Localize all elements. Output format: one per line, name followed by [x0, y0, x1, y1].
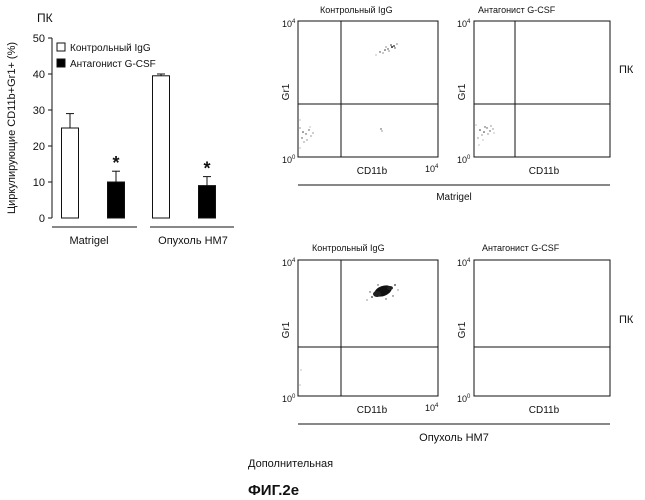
legend-label-control: Контрольный IgG [70, 43, 151, 54]
significance-asterisk: * [203, 159, 210, 179]
bar-antagonist-0 [107, 181, 125, 219]
bar-panel-corner-label: ПК [37, 11, 53, 25]
flow-y-tick-low: 100 [457, 394, 471, 404]
bar-y-axis-label: Циркулирующие CD11b+Gr1+ (%) [6, 42, 18, 214]
group-label-hm7: Опухоль HM7 [158, 235, 228, 247]
flow-title-top-right: Антагонист G-CSF [478, 5, 556, 15]
bar-y-tick-label: 30 [33, 105, 45, 117]
flow-side-label-bottom: ПК [619, 314, 634, 326]
bar-chart: ПК Циркулирующие CD11b+Gr1+ (%) 0 10 20 30 4… [6, 11, 234, 247]
bar-y-tick-label: 0 [39, 213, 45, 225]
figure-label: ФИГ.2е [248, 482, 299, 499]
flow-title-bottom-left: Контрольный IgG [312, 243, 385, 253]
flow-y-tick-high: 104 [282, 258, 296, 268]
flow-y-axis-label: Gr1 [281, 83, 292, 100]
flow-x-axis-label: CD11b [357, 166, 388, 177]
flow-x-tick-high: 104 [425, 164, 439, 174]
group-label-matrigel: Matrigel [69, 235, 108, 247]
bar-y-tick-label: 20 [33, 141, 45, 153]
bar-y-ticks: 0 10 20 30 40 50 [33, 33, 52, 225]
flow-events [299, 43, 398, 149]
flow-title-bottom-right: Антагонист G-CSF [482, 243, 560, 253]
flow-plot-frame [297, 259, 439, 397]
flow-y-tick-low: 100 [282, 155, 296, 165]
flow-plot-frame [473, 20, 611, 158]
flow-plot-frame [473, 259, 611, 397]
flow-events [299, 284, 399, 386]
flow-group-label-top: Matrigel [436, 192, 472, 203]
bar-control-1 [152, 75, 170, 219]
flow-y-axis-label: Gr1 [457, 83, 468, 100]
flow-side-label-top: ПК [619, 64, 634, 76]
flow-y-tick-high: 104 [282, 19, 296, 29]
bar-y-tick-label: 40 [33, 69, 45, 81]
bar-control-0 [61, 127, 79, 219]
flow-x-axis-label: CD11b [357, 405, 388, 416]
significance-asterisk: * [112, 153, 119, 173]
flow-x-tick-high: 104 [425, 403, 439, 413]
flow-panel-bottom-right: Антагонист G-CSF 104 100 Gr1 CD11b [457, 243, 611, 416]
bars: * * [61, 73, 216, 219]
flow-y-tick-high: 104 [457, 258, 471, 268]
bar-y-tick-label: 50 [33, 33, 45, 45]
legend-swatch-control [56, 42, 66, 52]
flow-y-axis-label: Gr1 [281, 321, 292, 338]
flow-x-axis-label: CD11b [529, 166, 560, 177]
flow-y-axis-label: Gr1 [457, 321, 468, 338]
flow-group-label-bottom: Опухоль HM7 [419, 432, 489, 444]
flow-panel-bottom-left: Контрольный IgG 104 100 104 Gr1 CD11b [281, 243, 439, 416]
flow-title-top-left: Контрольный IgG [320, 5, 393, 15]
flow-y-tick-low: 100 [457, 155, 471, 165]
flow-plot-frame [297, 20, 439, 158]
bar-y-tick-label: 10 [33, 177, 45, 189]
flow-y-tick-low: 100 [282, 394, 296, 404]
flow-x-axis-label: CD11b [529, 405, 560, 416]
legend-label-antagonist: Антагонист G-CSF [70, 59, 156, 70]
flow-y-tick-high: 104 [457, 19, 471, 29]
flow-panel-top-left: Контрольный IgG 104 100 104 Gr1 [281, 5, 439, 177]
bar-legend: Контрольный IgG Антагонист G-CSF [56, 42, 156, 70]
bar-antagonist-1 [198, 185, 216, 219]
footer-note: Дополнительная [248, 458, 333, 470]
flow-panel-top-right: Антагонист G-CSF 104 100 Gr1 CD11b [457, 5, 611, 177]
legend-swatch-antagonist [56, 58, 66, 68]
flow-events [475, 124, 495, 146]
